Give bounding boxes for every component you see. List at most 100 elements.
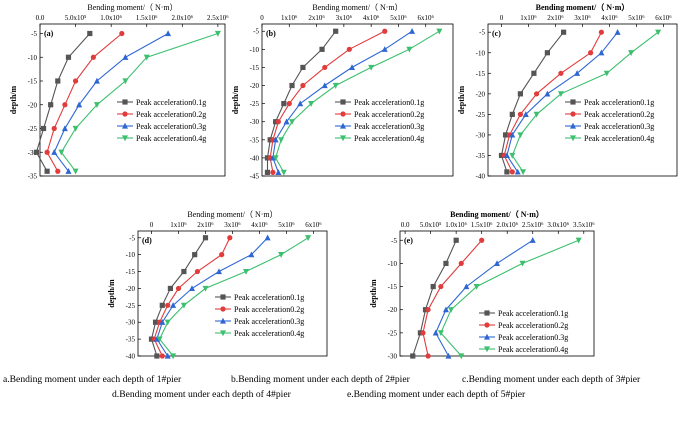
legend-marker	[220, 306, 226, 312]
series-4	[272, 28, 443, 176]
data-point	[159, 353, 165, 359]
data-point	[349, 64, 356, 71]
legend: Peak acceleration0.1g Peak acceleration0.…	[117, 98, 206, 143]
caption-c: c.Bending moment under each depth of 3#p…	[462, 374, 641, 385]
data-point	[425, 307, 431, 313]
x-axis-label: Bending moment/（ N·m）	[450, 209, 544, 219]
x-tick-label: 0.0	[36, 14, 45, 22]
chart-panel-2: 0 1x10⁶ 2x10⁶ 3x10⁶ 4x10⁶ 5x10⁶ 6x10⁶ -5 -10 -15 -…	[231, 3, 454, 181]
series-3	[432, 237, 536, 359]
y-tick-label: -35	[126, 336, 136, 344]
series-3	[503, 29, 621, 175]
data-point	[558, 70, 564, 76]
data-point	[381, 46, 388, 52]
legend-marker	[340, 99, 346, 105]
data-point	[62, 102, 68, 108]
y-axis-label: depth/m	[9, 85, 18, 114]
data-point	[90, 54, 96, 60]
series-line	[153, 237, 231, 357]
data-point	[264, 155, 271, 161]
data-point	[463, 283, 470, 290]
data-point	[181, 268, 187, 275]
y-tick-label: -5	[129, 234, 135, 242]
data-point	[544, 90, 551, 97]
data-point	[180, 302, 187, 309]
data-point	[517, 91, 523, 97]
y-tick-label: -20	[28, 101, 38, 109]
x-tick-label: 1x10⁶	[170, 221, 187, 229]
legend-entry: Peak acceleration0.2g	[584, 110, 654, 119]
chart-panel-4: 0 1x10⁶ 2x10⁶ 3x10⁶ 4x10⁶ 5x10⁶ 6x10⁶ -5 -10 -15 -…	[107, 210, 328, 361]
x-tick-label: 3.5x10⁶	[573, 221, 595, 229]
data-point	[272, 155, 279, 162]
data-point	[436, 28, 443, 35]
data-point	[175, 285, 182, 292]
y-tick-label: -25	[28, 125, 38, 133]
data-point	[283, 118, 290, 125]
series-2	[267, 28, 388, 175]
data-point	[267, 137, 273, 143]
caption-d: d.Bending moment under each depth of 4#p…	[112, 389, 291, 400]
x-tick-label: 0	[260, 14, 264, 22]
x-tick-label: 2x10⁶	[197, 221, 214, 229]
data-point	[520, 169, 527, 176]
y-tick-label: -10	[126, 251, 136, 259]
data-point	[33, 149, 40, 155]
data-point	[170, 302, 177, 308]
data-point	[432, 329, 439, 336]
panel-label: (c)	[492, 29, 501, 38]
legend-marker	[484, 346, 490, 353]
data-point	[321, 82, 328, 89]
data-point	[297, 100, 304, 107]
data-point	[65, 54, 72, 60]
data-point	[479, 237, 485, 243]
data-point	[273, 119, 279, 125]
legend-entry: Peak acceleration0.1g	[584, 98, 654, 107]
data-point	[289, 119, 296, 125]
series-4	[437, 237, 582, 360]
data-point	[87, 30, 93, 37]
series-3	[153, 234, 271, 359]
data-point	[40, 125, 47, 132]
legend-marker	[122, 111, 128, 117]
series-line	[422, 239, 483, 357]
series-line	[500, 31, 565, 173]
data-point	[202, 235, 209, 241]
legend-entry: Peak acceleration0.3g	[498, 333, 568, 342]
data-point	[544, 50, 550, 56]
legend-entry: Peak acceleration0.3g	[234, 317, 304, 326]
legend-marker	[220, 294, 226, 300]
data-point	[504, 169, 510, 175]
data-point	[406, 46, 413, 53]
x-tick-label: 1.5x10⁶	[471, 221, 493, 229]
panel-label: (a)	[44, 29, 54, 38]
data-point	[154, 353, 160, 359]
legend-entry: Peak acceleration0.3g	[354, 122, 424, 131]
data-point	[152, 319, 159, 325]
legend-marker	[340, 122, 346, 129]
data-point	[598, 49, 605, 56]
x-tick-label: 0	[150, 221, 154, 229]
series-2	[44, 30, 125, 174]
data-point	[531, 70, 537, 76]
legend-marker	[122, 122, 128, 129]
data-point	[93, 102, 100, 108]
data-point	[322, 64, 328, 71]
data-point	[264, 169, 271, 175]
data-point	[44, 149, 50, 155]
legend-entry: Peak acceleration0.4g	[584, 134, 654, 143]
data-point	[289, 82, 295, 89]
x-tick-label: 1.0x10⁶	[445, 221, 467, 229]
y-tick-label: -30	[28, 149, 38, 157]
data-point	[333, 28, 339, 34]
data-point	[281, 101, 287, 107]
y-tick-label: -5	[253, 28, 259, 36]
data-point	[72, 168, 79, 175]
data-point	[189, 285, 195, 292]
series-line	[435, 239, 533, 357]
data-point	[278, 137, 285, 144]
series-line	[503, 31, 602, 173]
data-point	[575, 237, 582, 244]
legend-marker	[220, 330, 226, 337]
y-tick-label: -40	[250, 154, 260, 162]
